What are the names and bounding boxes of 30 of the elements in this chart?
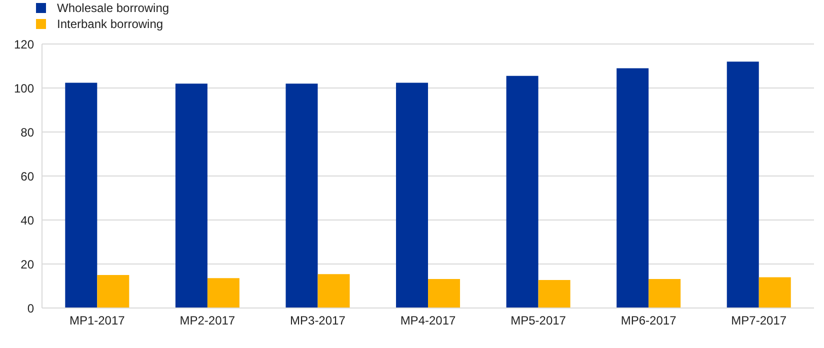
bar (428, 278, 460, 308)
x-tick-label: MP7-2017 (731, 314, 787, 328)
y-tick-label: 60 (20, 169, 34, 184)
x-tick-label: MP1-2017 (69, 314, 126, 328)
y-tick-label: 100 (14, 81, 34, 96)
x-tick-label: MP5-2017 (510, 314, 566, 328)
x-tick-label: MP6-2017 (620, 314, 677, 328)
y-tick-label: 0 (27, 301, 34, 316)
y-tick-label: 40 (20, 213, 34, 228)
bar (758, 277, 791, 308)
bar (65, 82, 98, 308)
bar (648, 278, 681, 308)
bar (726, 62, 759, 308)
x-tick-label: MP3-2017 (290, 314, 346, 328)
bar (506, 76, 538, 308)
x-tick-label: MP4-2017 (400, 314, 456, 328)
legend-label: Wholesale borrowing (57, 1, 170, 15)
y-tick-label: 80 (20, 125, 34, 140)
y-tick-label: 120 (14, 37, 34, 52)
bar (97, 275, 130, 308)
legend-label: Interbank borrowing (57, 17, 164, 31)
bar (616, 68, 649, 308)
bar (396, 82, 428, 308)
bar (207, 278, 240, 308)
y-tick-label: 20 (20, 257, 34, 272)
bar (538, 280, 570, 308)
bar (175, 84, 208, 308)
x-tick-label: MP2-2017 (180, 314, 236, 328)
bar (286, 84, 318, 308)
bar (318, 274, 350, 308)
